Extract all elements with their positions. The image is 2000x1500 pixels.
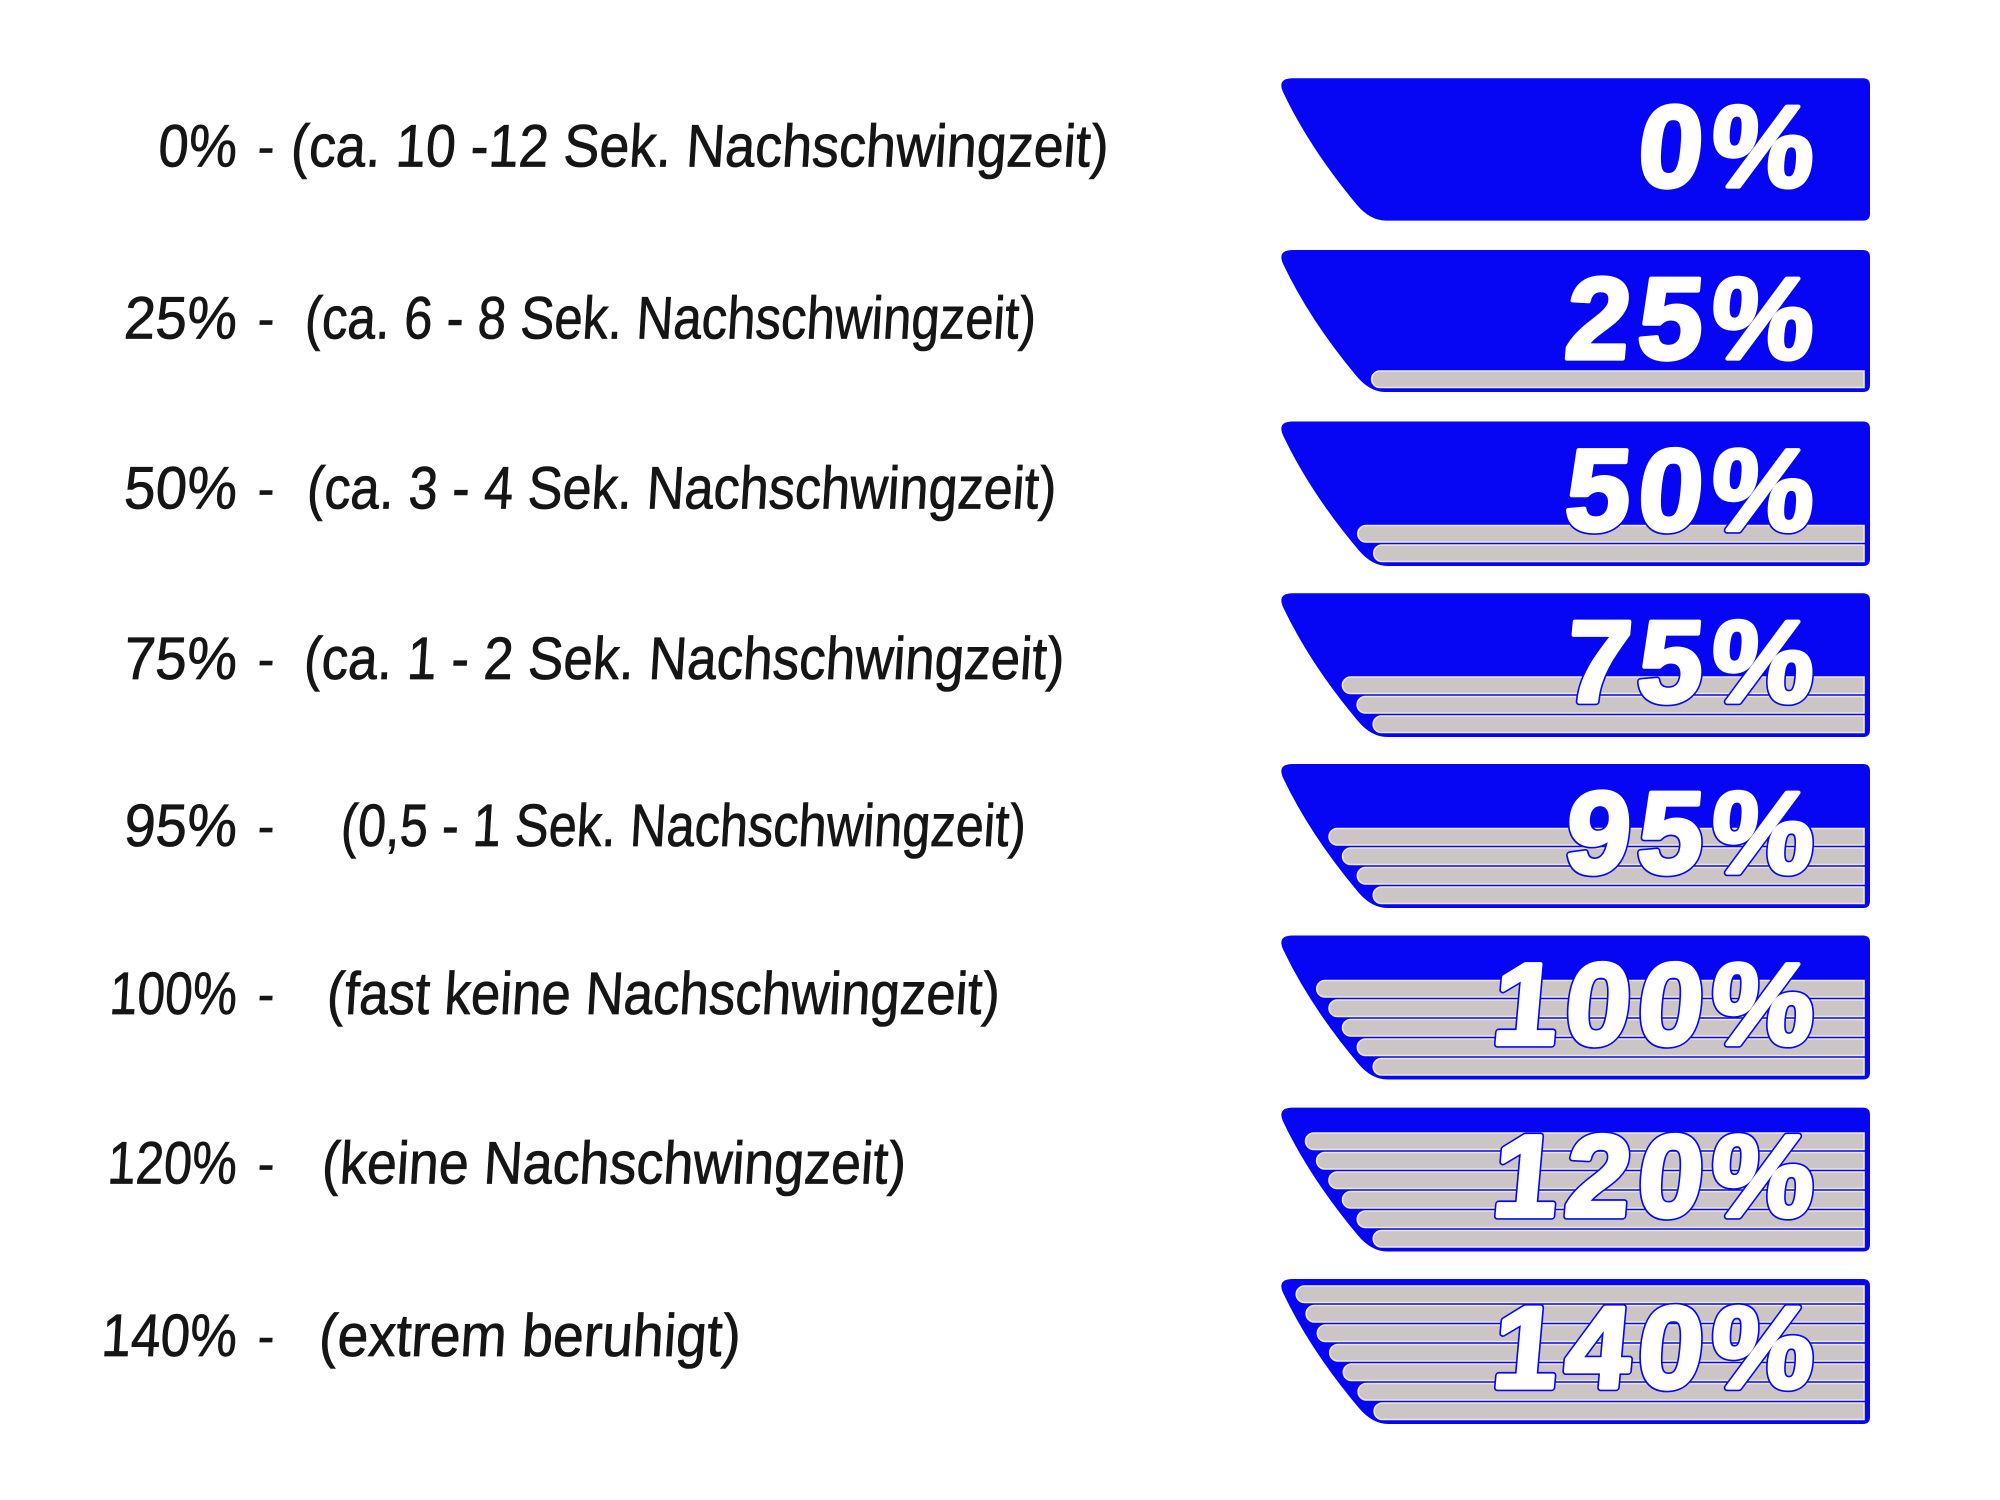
svg-text:0%: 0% [1633, 82, 1828, 212]
svg-text:25%: 25% [122, 285, 239, 352]
svg-text:50%: 50% [122, 455, 239, 522]
svg-text:-: - [255, 960, 277, 1027]
svg-text:120%: 120% [106, 1129, 239, 1196]
svg-text:-: - [255, 792, 277, 859]
svg-text:140%: 140% [100, 1303, 240, 1370]
svg-text:(keine Nachschwingzeit): (keine Nachschwingzeit) [320, 1130, 908, 1197]
svg-text:120%: 120% [1488, 1111, 1828, 1241]
svg-text:(ca. 6 - 8 Sek. Nachschwingzei: (ca. 6 - 8 Sek. Nachschwingzeit) [303, 285, 1038, 352]
svg-text:-: - [255, 454, 277, 521]
svg-text:-: - [255, 284, 277, 351]
svg-text:100%: 100% [108, 960, 239, 1027]
svg-text:25%: 25% [1561, 254, 1829, 384]
svg-text:100%: 100% [1488, 939, 1828, 1069]
svg-text:(0,5 - 1 Sek. Nachschwingzeit): (0,5 - 1 Sek. Nachschwingzeit) [339, 792, 1028, 859]
svg-text:25%: 25% [1561, 254, 1829, 384]
svg-text:95%: 95% [1561, 768, 1829, 898]
svg-text:50%: 50% [1561, 425, 1829, 555]
svg-text:95%: 95% [122, 792, 239, 859]
svg-text:95%: 95% [1561, 768, 1829, 898]
svg-text:140%: 140% [1488, 1283, 1828, 1413]
svg-text:120%: 120% [1488, 1111, 1828, 1241]
svg-text:0%: 0% [156, 113, 239, 180]
svg-text:(fast keine Nachschwingzeit): (fast keine Nachschwingzeit) [325, 960, 1002, 1027]
svg-text:75%: 75% [1561, 597, 1829, 727]
svg-text:0%: 0% [1633, 82, 1828, 212]
svg-text:(ca. 1 - 2 Sek. Nachschwingzei: (ca. 1 - 2 Sek. Nachschwingzeit) [302, 626, 1066, 693]
svg-text:-: - [255, 112, 277, 179]
svg-text:75%: 75% [122, 626, 240, 693]
svg-text:75%: 75% [1561, 597, 1829, 727]
svg-text:100%: 100% [1488, 939, 1828, 1069]
svg-text:(ca. 10 -12 Sek. Nachschwingze: (ca. 10 -12 Sek. Nachschwingzeit) [289, 113, 1111, 180]
svg-text:140%: 140% [1488, 1283, 1828, 1413]
svg-text:(extrem beruhigt): (extrem beruhigt) [317, 1303, 743, 1369]
svg-text:-: - [255, 625, 277, 692]
svg-text:50%: 50% [1561, 425, 1829, 555]
svg-text:-: - [255, 1129, 277, 1196]
svg-text:(ca. 3 - 4 Sek. Nachschwingzei: (ca. 3 - 4 Sek. Nachschwingzeit) [305, 454, 1058, 521]
svg-text:-: - [255, 1302, 277, 1369]
